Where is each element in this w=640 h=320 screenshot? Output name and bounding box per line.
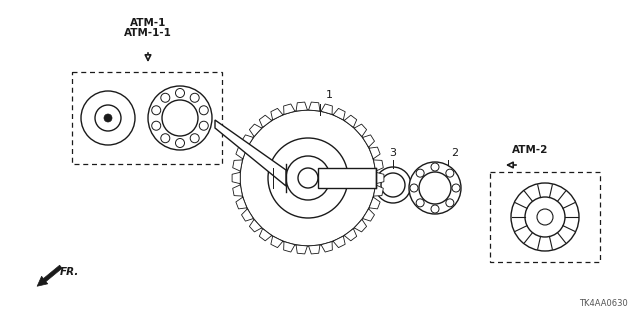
Polygon shape [284, 104, 295, 114]
Polygon shape [296, 245, 307, 254]
Polygon shape [271, 236, 283, 248]
Polygon shape [308, 245, 320, 254]
Polygon shape [374, 185, 383, 196]
Polygon shape [232, 172, 240, 184]
Circle shape [161, 93, 170, 102]
Polygon shape [236, 197, 247, 209]
Text: 1: 1 [326, 90, 333, 100]
Polygon shape [344, 115, 356, 127]
Circle shape [230, 100, 386, 256]
Polygon shape [333, 236, 345, 248]
Circle shape [175, 139, 184, 148]
Circle shape [431, 163, 439, 171]
Polygon shape [259, 228, 272, 241]
Circle shape [416, 169, 424, 177]
Polygon shape [369, 147, 380, 159]
Circle shape [81, 91, 135, 145]
Polygon shape [374, 160, 383, 171]
Polygon shape [354, 124, 367, 137]
Circle shape [95, 105, 121, 131]
Polygon shape [308, 102, 320, 111]
Circle shape [199, 121, 208, 130]
Text: ATM-1-1: ATM-1-1 [124, 28, 172, 38]
Text: ATM-1: ATM-1 [130, 18, 166, 28]
Circle shape [190, 93, 199, 102]
Polygon shape [250, 220, 262, 232]
Polygon shape [369, 197, 380, 209]
Circle shape [511, 183, 579, 251]
Text: 3: 3 [390, 148, 397, 158]
Polygon shape [241, 135, 253, 147]
Circle shape [152, 106, 161, 115]
Polygon shape [296, 102, 307, 111]
Text: 2: 2 [451, 148, 459, 158]
Circle shape [431, 205, 439, 213]
Polygon shape [354, 220, 367, 232]
Polygon shape [271, 108, 283, 120]
Circle shape [199, 106, 208, 115]
Polygon shape [259, 115, 272, 127]
Polygon shape [363, 135, 374, 147]
Polygon shape [321, 242, 332, 252]
Circle shape [148, 86, 212, 150]
Circle shape [410, 184, 418, 192]
Polygon shape [284, 242, 295, 252]
Circle shape [446, 199, 454, 207]
Polygon shape [233, 185, 243, 196]
Circle shape [175, 89, 184, 98]
Polygon shape [333, 108, 345, 120]
Circle shape [152, 121, 161, 130]
Circle shape [537, 209, 553, 225]
Polygon shape [321, 104, 332, 114]
Text: ATM-2: ATM-2 [512, 145, 548, 155]
Polygon shape [215, 120, 286, 186]
Circle shape [104, 114, 112, 122]
Circle shape [416, 199, 424, 207]
Circle shape [446, 169, 454, 177]
Circle shape [240, 110, 376, 246]
Circle shape [161, 134, 170, 143]
Polygon shape [376, 172, 384, 184]
Circle shape [298, 168, 318, 188]
Circle shape [409, 162, 461, 214]
Circle shape [525, 197, 565, 237]
Circle shape [375, 167, 411, 203]
Circle shape [190, 134, 199, 143]
Circle shape [381, 173, 405, 197]
Polygon shape [344, 228, 356, 241]
Circle shape [419, 172, 451, 204]
Text: TK4AA0630: TK4AA0630 [579, 299, 628, 308]
Polygon shape [236, 147, 247, 159]
Polygon shape [363, 209, 374, 221]
Circle shape [268, 138, 348, 218]
Polygon shape [241, 209, 253, 221]
Polygon shape [318, 168, 376, 188]
Circle shape [286, 156, 330, 200]
Circle shape [162, 100, 198, 136]
Text: FR.: FR. [60, 267, 79, 277]
Polygon shape [233, 160, 243, 171]
Circle shape [452, 184, 460, 192]
Polygon shape [250, 124, 262, 137]
